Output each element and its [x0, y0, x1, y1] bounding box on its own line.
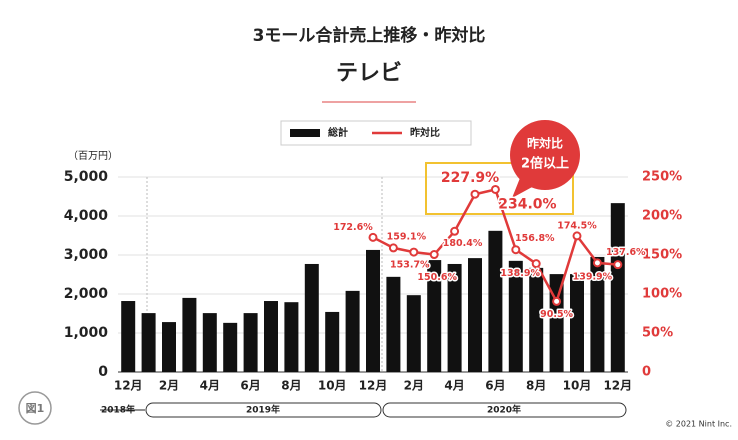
year-label: 2019年	[246, 404, 280, 416]
line-point	[450, 226, 460, 236]
line-point	[409, 247, 419, 257]
bar	[508, 260, 523, 372]
data-label: 139.9%	[573, 271, 613, 282]
y-tick-label: 5,000	[64, 169, 109, 185]
data-label: 90.5%	[540, 309, 573, 320]
y2-tick-label: 200%	[642, 209, 682, 224]
y-tick-label: 1,000	[64, 325, 109, 341]
unit-label: （百万円）	[68, 150, 118, 162]
callout-bubble	[510, 120, 580, 190]
bar	[325, 311, 340, 372]
highlight-box	[425, 162, 574, 215]
line-point	[552, 296, 562, 306]
bar	[366, 249, 380, 372]
bar	[162, 322, 176, 372]
line-point	[511, 245, 521, 255]
figure-label: 図1	[26, 401, 45, 415]
y2-tick-label: 50%	[642, 326, 673, 341]
line-point	[572, 231, 582, 241]
data-label: 227.9%	[441, 170, 499, 186]
line-point	[531, 259, 541, 269]
data-label: 234.0%	[498, 196, 556, 212]
line-point	[490, 184, 500, 194]
bar	[488, 230, 503, 372]
year-label: 2020年	[487, 404, 521, 416]
y2-tick-label: 100%	[642, 287, 682, 302]
x-tick-label: 8月	[526, 379, 546, 393]
bar	[529, 267, 544, 372]
x-tick-label: 12月	[603, 379, 632, 393]
year-pill	[145, 402, 382, 418]
data-label: 150.6%	[417, 272, 457, 283]
x-tick-label: 4月	[200, 379, 220, 393]
bar	[284, 302, 299, 372]
legend-swatch	[290, 129, 320, 137]
bar	[447, 263, 462, 372]
year-pill	[382, 402, 627, 418]
bar	[223, 322, 238, 372]
data-label: 153.7%	[390, 260, 430, 271]
line-point	[388, 243, 398, 253]
bar	[121, 301, 136, 372]
line-point	[613, 260, 623, 270]
data-label: 180.4%	[443, 238, 483, 249]
x-tick-label: 8月	[281, 379, 301, 393]
data-label: 138.9%	[500, 268, 540, 279]
callout-text: 昨対比	[527, 136, 563, 151]
bar	[570, 274, 584, 372]
line-point	[470, 189, 480, 199]
callout-tail	[512, 178, 534, 198]
bar	[243, 313, 258, 372]
bar	[264, 301, 278, 372]
bar	[345, 290, 360, 372]
copyright: © 2021 Nint Inc.	[665, 420, 732, 429]
legend-label: 総計	[328, 126, 348, 139]
y2-tick-label: 250%	[642, 170, 682, 185]
x-tick-label: 10月	[318, 379, 347, 393]
bar	[590, 256, 605, 372]
x-tick-label: 4月	[444, 379, 464, 393]
callout-text: 2倍以上	[521, 156, 569, 172]
data-label: 159.1%	[387, 231, 427, 242]
chart-title: 3モール合計売上推移・昨対比	[253, 25, 486, 46]
bar	[304, 263, 319, 372]
y-tick-label: 3,000	[64, 247, 109, 263]
bar	[406, 295, 421, 372]
year-label: 2018年	[101, 404, 135, 416]
legend-label: 昨対比	[410, 126, 440, 139]
x-tick-label: 12月	[359, 379, 388, 393]
bar	[610, 203, 625, 372]
line-point	[592, 258, 602, 268]
bar	[427, 260, 442, 372]
y2-tick-label: 150%	[642, 248, 682, 263]
bar	[182, 297, 197, 372]
y-tick-label: 2,000	[64, 286, 109, 302]
y-tick-label: 4,000	[64, 208, 109, 224]
bar	[468, 258, 482, 372]
bar	[202, 313, 217, 372]
line-point	[429, 250, 439, 260]
line-point	[368, 232, 378, 242]
figure-badge	[18, 391, 52, 425]
chart-subtitle: テレビ	[336, 61, 402, 86]
data-label: 156.8%	[515, 233, 555, 244]
y-tick-label: 0	[98, 364, 108, 380]
x-tick-label: 6月	[240, 379, 260, 393]
x-tick-label: 2月	[404, 379, 424, 393]
x-tick-label: 12月	[114, 379, 143, 393]
bar	[141, 313, 156, 372]
x-tick-label: 10月	[563, 379, 592, 393]
data-label: 137.6%	[606, 247, 646, 258]
bar	[386, 276, 401, 372]
data-label: 172.6%	[333, 222, 373, 233]
x-tick-label: 6月	[485, 379, 505, 393]
y2-tick-label: 0	[642, 365, 651, 380]
x-tick-label: 2月	[159, 379, 179, 393]
data-label: 174.5%	[557, 220, 597, 231]
